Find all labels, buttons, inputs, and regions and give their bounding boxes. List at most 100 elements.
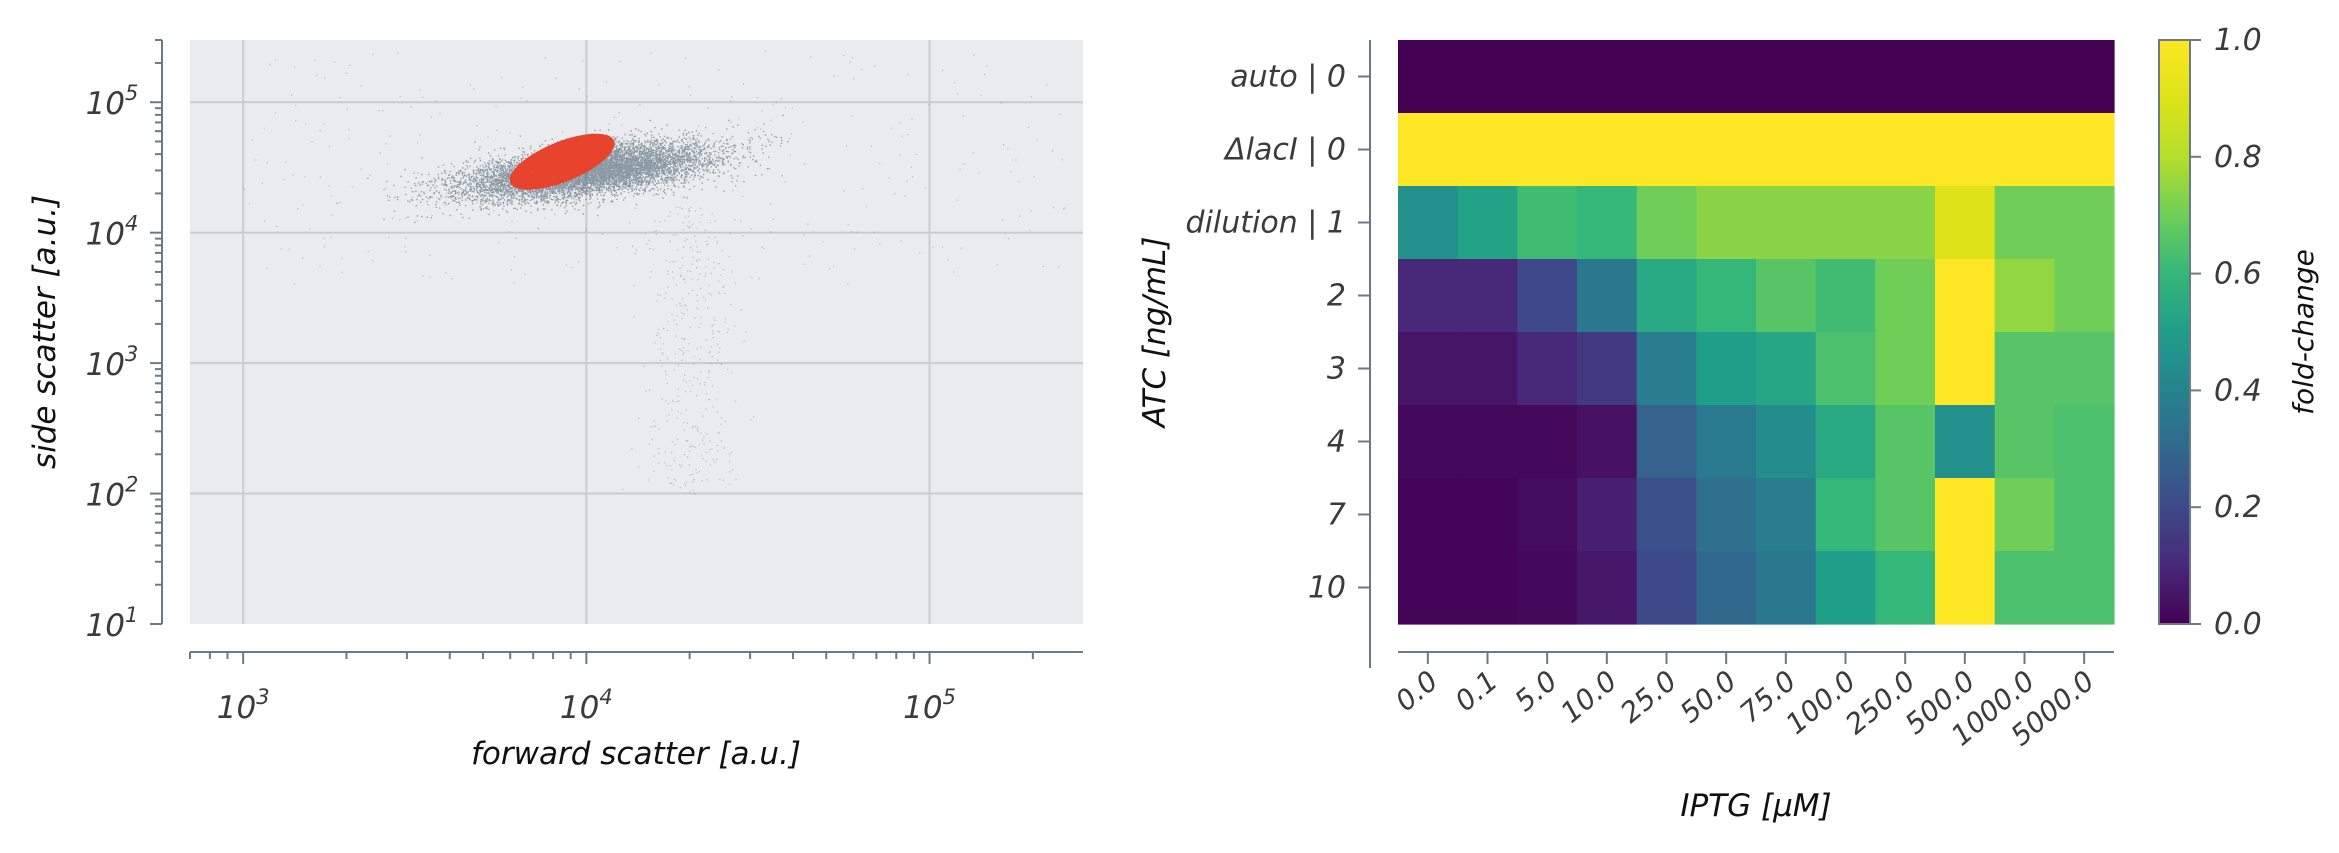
heatmap-cell [1756, 478, 1817, 552]
heatmap-cell [1696, 478, 1757, 552]
heatmap-cell [2054, 113, 2115, 187]
heatmap-cell [1577, 551, 1638, 625]
heatmap-cell [1935, 259, 1996, 333]
colorbar-tick-label: 1.0 [2214, 23, 2262, 58]
heatmap-y-tick-label: 4 [1327, 425, 1346, 460]
heatmap-x-tick-label: 10.0 [1554, 664, 1623, 729]
heatmap-cell [2054, 551, 2115, 625]
heatmap-cell [1756, 551, 1817, 625]
heatmap-cell [1815, 478, 1876, 552]
heatmap-cell [1636, 478, 1697, 552]
scatter-x-ticks: 103 104 105 [189, 652, 1034, 726]
colorbar-gradient [2159, 40, 2190, 624]
heatmap-cell [1517, 40, 1578, 114]
heatmap-cell [1994, 332, 2055, 406]
heatmap-cell [1398, 332, 1459, 406]
colorbar-tick-label: 0.2 [2214, 490, 2262, 525]
heatmap-cell [1815, 113, 1876, 187]
colorbar-label: fold-change [2287, 249, 2320, 415]
heatmap-cell [1457, 551, 1518, 625]
heatmap-cell [1577, 40, 1638, 114]
heatmap-cell [1636, 113, 1697, 187]
colorbar-frame [2158, 39, 2191, 625]
heatmap-cell [1696, 186, 1757, 260]
heatmap-cell [1815, 186, 1876, 260]
scatter-plot-area [190, 40, 1083, 624]
heatmap-cell [2054, 186, 2115, 260]
heatmap-cell [2054, 478, 2115, 552]
heatmap-y-tick-label: 7 [1327, 498, 1346, 533]
heatmap-cell [2054, 405, 2115, 479]
heatmap-cell [1815, 259, 1876, 333]
heatmap-cell [1577, 478, 1638, 552]
scatter-cloud [336, 114, 789, 230]
heatmap-cell [1696, 113, 1757, 187]
scatter-y-tick-label: 101 [86, 603, 139, 644]
heatmap-x-ticks: 0.0 0.1 5.010.025.050.075.0100.0250.0500.0… [1389, 652, 2101, 752]
heatmap-cell [1398, 478, 1459, 552]
heatmap-cell [1696, 259, 1757, 333]
scatter-x-tick-label: 105 [903, 685, 956, 726]
heatmap-cell [1935, 186, 1996, 260]
heatmap-cell [1994, 551, 2055, 625]
heatmap-cell [1636, 186, 1697, 260]
heatmap-cell [1577, 259, 1638, 333]
heatmap-cell [1935, 113, 1996, 187]
heatmap-cell [1636, 551, 1697, 625]
heatmap-cell [1457, 259, 1518, 333]
heatmap-cell [1875, 405, 1936, 479]
heatmap-cell [1577, 186, 1638, 260]
colorbar-tick-label: 0.0 [2214, 607, 2262, 642]
heatmap-cell [1636, 40, 1697, 114]
heatmap-cell [1994, 113, 2055, 187]
heatmap-cell [1398, 40, 1459, 114]
heatmap-x-tick-label: 25.0 [1614, 664, 1683, 729]
heatmap-cell [1636, 405, 1697, 479]
heatmap-cell [1457, 40, 1518, 114]
heatmap-cell [1994, 259, 2055, 333]
heatmap-cell [1517, 405, 1578, 479]
colorbar-tick-label: 0.4 [2214, 373, 2262, 408]
heatmap-cell [1875, 40, 1936, 114]
heatmap-x-axis-label: IPTG [µM] [1680, 788, 1831, 824]
heatmap-cell [1696, 332, 1757, 406]
heatmap-cell [1815, 332, 1876, 406]
scatter-y-tick-label: 102 [86, 473, 139, 514]
heatmap-y-tick-label: 2 [1327, 279, 1346, 314]
heatmap-cell [1696, 405, 1757, 479]
heatmap-cell [1457, 405, 1518, 479]
heatmap-cell [1457, 332, 1518, 406]
heatmap-cell [1875, 186, 1936, 260]
heatmap-cell [1875, 478, 1936, 552]
scatter-gated-population [509, 133, 615, 190]
heatmap-cell [2054, 259, 2115, 333]
heatmap-cell [1577, 332, 1638, 406]
heatmap-y-axis-label: ATC [ng/mL] [1137, 237, 1173, 430]
heatmap-y-tick-label: auto | 0 [1230, 60, 1346, 95]
heatmap-cell [1756, 113, 1817, 187]
heatmap-y-tick-label: 10 [1308, 571, 1346, 606]
heatmap-cell [1517, 186, 1578, 260]
heatmap-cell [1756, 186, 1817, 260]
heatmap-cell [1875, 551, 1936, 625]
heatmap-y-tick-label: dilution | 1 [1186, 206, 1346, 241]
heatmap-cell [1577, 113, 1638, 187]
scatter-y-axis-label: side scatter [a.u.] [27, 195, 63, 469]
colorbar-ticks: 0.0 0.2 0.4 0.6 0.8 1.0 [2190, 23, 2262, 642]
heatmap-cell [1935, 405, 1996, 479]
heatmap-x-tick-label: 0.1 [1449, 664, 1504, 718]
heatmap-cell [1517, 332, 1578, 406]
heatmap-cell [1577, 405, 1638, 479]
heatmap-cell [1636, 259, 1697, 333]
heatmap-cell [1756, 332, 1817, 406]
heatmap-cell [1398, 259, 1459, 333]
scatter-y-tick-label: 105 [86, 81, 139, 122]
heatmap-panel: 0.0 0.1 5.010.025.050.075.0100.0250.0500.0… [1137, 40, 2115, 824]
heatmap-cell [1636, 332, 1697, 406]
heatmap-cell [1756, 259, 1817, 333]
heatmap-cell [1756, 40, 1817, 114]
scatter-y-ticks: 101 102 103 104 105 [86, 39, 162, 644]
colorbar: 0.0 0.2 0.4 0.6 0.8 1.0 fold-change [2158, 23, 2320, 642]
heatmap-cell [1935, 551, 1996, 625]
